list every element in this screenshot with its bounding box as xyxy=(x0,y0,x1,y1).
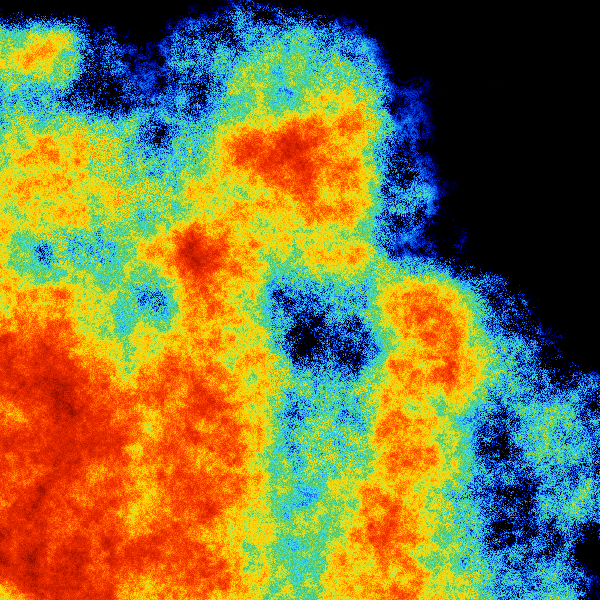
ir-cloud-image-canvas xyxy=(0,0,600,600)
satellite-image-viewport xyxy=(0,0,600,600)
